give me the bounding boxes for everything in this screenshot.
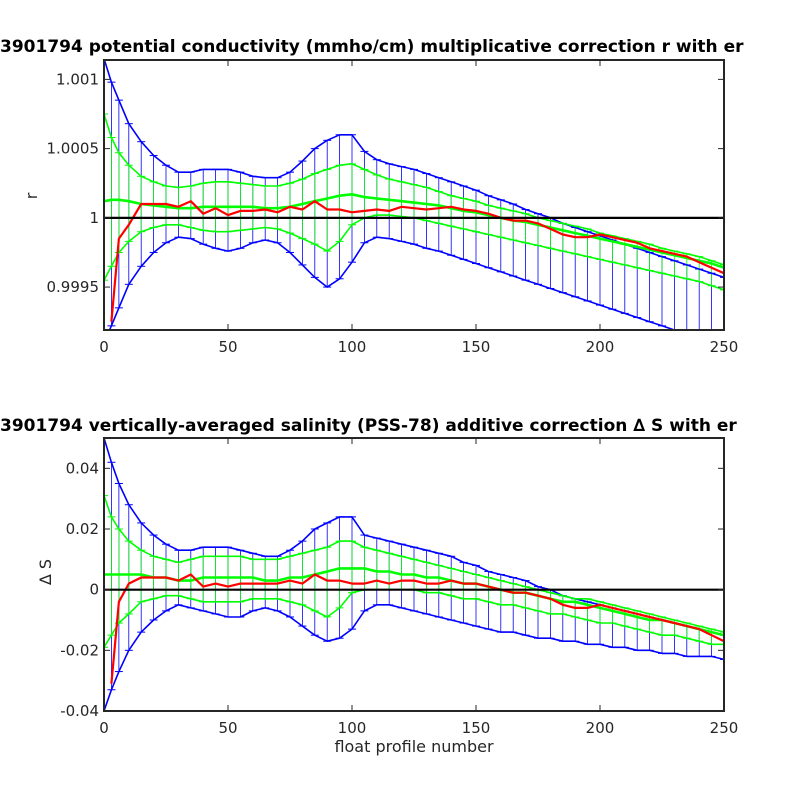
x-axis-label-salinity: float profile number <box>334 737 494 756</box>
y-tick-label: 0.04 <box>66 459 99 477</box>
x-tick-label: 50 <box>218 338 237 356</box>
series-line-0 <box>110 200 724 322</box>
x-tick-label: 250 <box>710 338 739 356</box>
y-tick-label: 0.9995 <box>47 278 100 296</box>
series-line-5 <box>104 604 724 711</box>
axes-frame <box>103 437 725 712</box>
x-tick-label: 100 <box>338 719 367 737</box>
x-tick-label: 200 <box>586 719 615 737</box>
y-tick-label: -0.04 <box>60 702 99 720</box>
series-line-0 <box>110 573 724 684</box>
x-tick-label: 150 <box>462 719 491 737</box>
panel-salinity: 3901794 vertically-averaged salinity (PS… <box>0 416 738 756</box>
y-axis-label-conductivity: r <box>22 192 41 199</box>
y-axis-label-salinity: ∆ S <box>36 559 55 586</box>
y-tick-label: 0.02 <box>66 520 99 538</box>
y-tick-label: -0.02 <box>60 641 99 659</box>
y-tick-label: 1.001 <box>56 70 99 88</box>
chart-title-conductivity: 3901794 potential conductivity (mmho/cm)… <box>0 37 744 57</box>
y-tick-label: 0 <box>89 581 99 599</box>
axes-frame <box>103 59 725 331</box>
x-tick-label: 50 <box>218 719 237 737</box>
x-tick-label: 100 <box>338 338 367 356</box>
series-line-2 <box>104 495 724 633</box>
plot-area-conductivity: 0 50 100 150 200 250 0.9995 1 1.0005 1.001 <box>47 59 739 356</box>
x-tick-label: 0 <box>99 719 109 737</box>
x-tick-label: 250 <box>710 719 739 737</box>
series-line-2 <box>104 113 724 266</box>
plot-area-salinity: 0 50 100 150 200 250 -0.04 -0.02 0 0.02 0.04 <box>60 437 739 737</box>
series-line-5 <box>108 236 677 330</box>
x-tick-label: 200 <box>586 338 615 356</box>
x-tick-label: 150 <box>462 338 491 356</box>
series-group-conductivity <box>104 60 724 330</box>
y-tick-label: 1 <box>89 209 99 227</box>
panel-conductivity: 3901794 potential conductivity (mmho/cm)… <box>0 37 744 356</box>
series-group-salinity <box>104 438 724 711</box>
x-tick-label: 0 <box>99 338 109 356</box>
chart-title-salinity: 3901794 vertically-averaged salinity (PS… <box>0 416 737 436</box>
y-tick-label: 1.0005 <box>47 140 100 158</box>
